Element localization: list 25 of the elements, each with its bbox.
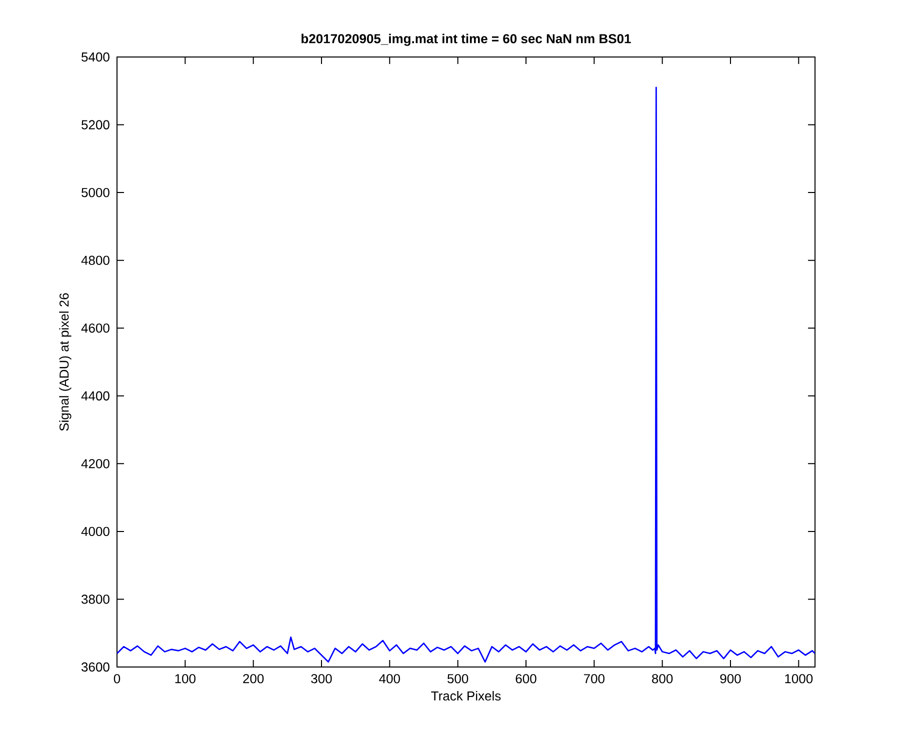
x-tick-label: 1000 — [785, 674, 813, 684]
chart-title: b2017020905_img.mat int time = 60 sec NaN nm BS01 — [302, 34, 631, 46]
y-tick-label: 5400 — [82, 52, 110, 62]
y-tick-label: 5200 — [82, 120, 110, 130]
x-tick-label: 200 — [243, 674, 264, 684]
y-tick-label: 3800 — [82, 594, 110, 604]
x-tick-label: 100 — [175, 674, 196, 684]
y-tick-label: 4000 — [81, 526, 110, 536]
line-series — [117, 86, 816, 663]
y-tick-label: 4200 — [81, 459, 110, 468]
x-tick-label: 400 — [379, 674, 400, 684]
x-axis-title: Track Pixels — [431, 691, 501, 701]
x-tick-label: 500 — [448, 674, 468, 684]
y-axis-title: Signal (ADU) at pixel 26 — [59, 293, 72, 431]
y-tick-label: 4600 — [81, 324, 110, 333]
y-tick-label: 3600 — [82, 662, 110, 672]
y-tick-label: 4800 — [81, 256, 110, 265]
y-tick-label: 5000 — [82, 188, 110, 198]
x-tick-label: 800 — [652, 674, 673, 684]
x-tick-label: 600 — [516, 674, 536, 684]
x-tick-label: 700 — [584, 674, 604, 684]
y-tick-label: 4400 — [81, 391, 110, 400]
x-tick-label: 0 — [114, 674, 120, 684]
x-tick-label: 300 — [311, 674, 332, 684]
x-tick-label: 900 — [720, 674, 741, 684]
